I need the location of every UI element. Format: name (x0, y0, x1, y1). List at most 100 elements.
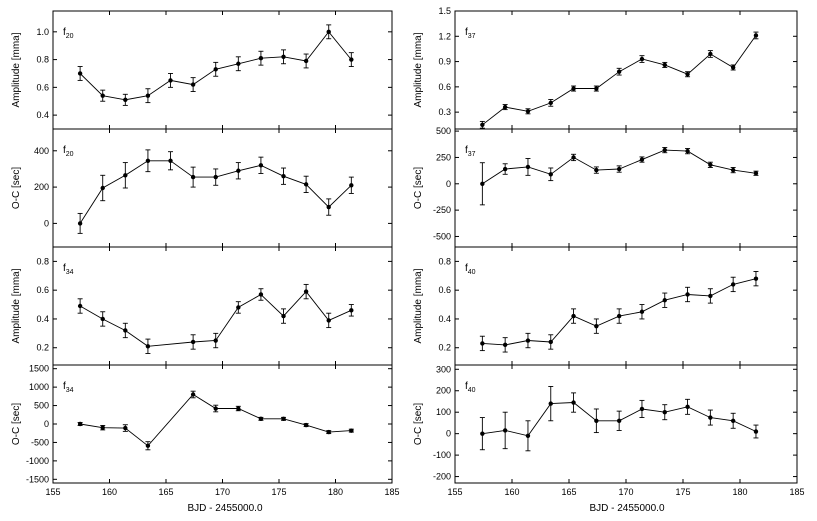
data-point (548, 100, 553, 106)
data-point (525, 109, 531, 114)
data-point (326, 204, 331, 210)
data-point (303, 182, 309, 187)
x-tick-label: 175 (271, 487, 286, 497)
panel-frame (454, 128, 798, 248)
data-point (145, 158, 151, 163)
panel-frame (454, 364, 798, 484)
data-point (616, 418, 622, 423)
data-point (349, 183, 354, 188)
data-point (480, 431, 485, 436)
y-tick-label: 0.4 (36, 110, 49, 120)
data-point (685, 72, 690, 77)
data-point (258, 292, 264, 297)
y-tick-label: 300 (436, 364, 451, 374)
data-point (639, 56, 645, 62)
frequency-symbol: f (63, 27, 66, 38)
data-point (708, 51, 713, 57)
panel-amp-f20: 0.4 0.6 0.8 1.0 Amplitude [mma] f20 (11, 10, 393, 130)
frequency-label: f40 (465, 381, 476, 394)
y-axis-label: O-C [sec] (11, 167, 22, 209)
y-tick-label: -100 (433, 450, 451, 460)
data-point (639, 309, 645, 314)
series-line (80, 393, 352, 447)
data-point (753, 276, 759, 281)
data-point (685, 292, 690, 297)
data-point (662, 410, 667, 415)
panel-frame (454, 246, 798, 366)
frequency-subscript: 20 (66, 33, 74, 40)
panel-amp-f34: 0.2 0.4 0.6 0.8 Amplitude [mma] f34 (11, 246, 393, 366)
x-tick-label: 180 (328, 487, 343, 497)
data-point (548, 401, 553, 406)
y-tick-label: 0.4 (36, 314, 49, 324)
x-tick-label: 175 (675, 487, 690, 497)
frequency-symbol: f (465, 263, 468, 274)
data-point (303, 289, 309, 294)
panel-frame (52, 10, 393, 130)
x-axis-label-left: BJD - 2455000.0 (187, 503, 262, 514)
x-tick-label: 155 (447, 487, 462, 497)
y-tick-label: 0.8 (36, 256, 49, 266)
data-point (100, 185, 105, 191)
y-tick-label: 0.6 (438, 285, 451, 295)
frequency-subscript: 40 (468, 387, 476, 394)
panel-oc-f37: -500 -250 0 250 500 O-C [sec] f37 (413, 126, 798, 248)
data-point (730, 65, 736, 70)
panel-frame (52, 364, 393, 484)
data-point (594, 86, 599, 91)
data-point (502, 428, 508, 433)
data-point (100, 316, 105, 322)
y-tick-label: 0 (44, 419, 49, 429)
frequency-subscript: 20 (66, 151, 74, 158)
panel-amp-f40: 0.2 0.4 0.6 0.8 Amplitude [mma] f40 (413, 246, 798, 366)
data-point (123, 173, 128, 178)
panel-oc-f20: 0 200 400 O-C [sec] f20 (11, 128, 393, 248)
y-tick-label: 0 (446, 429, 451, 439)
data-point (594, 323, 599, 329)
series-line (482, 35, 757, 126)
y-tick-label: 0.8 (36, 55, 49, 65)
data-point (123, 425, 128, 431)
x-axis-label-right: BJD - 2455000.0 (589, 503, 664, 514)
x-tick-label: 165 (561, 487, 576, 497)
y-tick-label: 1.5 (438, 6, 451, 16)
data-point (303, 422, 309, 428)
y-tick-label: 0.2 (36, 343, 49, 353)
data-point (145, 93, 151, 98)
data-point (213, 338, 218, 343)
data-point (571, 86, 576, 91)
data-point (281, 54, 286, 60)
data-point (123, 97, 128, 103)
y-tick-label: 500 (436, 126, 451, 136)
y-tick-label: 250 (436, 152, 451, 162)
y-tick-label: 0.9 (438, 57, 451, 67)
data-point (190, 174, 196, 180)
data-point (145, 443, 151, 448)
y-axis-label: Amplitude [mma] (11, 268, 22, 343)
data-point (594, 167, 599, 173)
data-point (616, 69, 622, 74)
data-point (548, 339, 553, 345)
data-point (730, 167, 736, 173)
data-point (708, 293, 713, 299)
data-point (639, 406, 645, 412)
y-tick-label: 0.6 (36, 285, 49, 295)
data-point (662, 147, 667, 153)
frequency-symbol: f (63, 381, 66, 392)
frequency-label: f37 (465, 27, 476, 40)
frequency-symbol: f (63, 263, 66, 274)
data-point (502, 104, 508, 110)
y-tick-label: 1000 (29, 382, 49, 392)
x-tick-label: 185 (789, 487, 804, 497)
data-point (708, 162, 713, 168)
x-tick-label: 155 (45, 487, 60, 497)
data-point (480, 181, 485, 186)
data-point (525, 433, 531, 438)
panel-amp-f37: 0.3 0.6 0.9 1.2 1.5 Amplitude [mma] f37 (413, 6, 798, 130)
data-point (730, 282, 736, 287)
y-tick-label: 0.3 (438, 107, 451, 117)
y-tick-label: 200 (436, 386, 451, 396)
x-tick-label: 160 (102, 487, 117, 497)
